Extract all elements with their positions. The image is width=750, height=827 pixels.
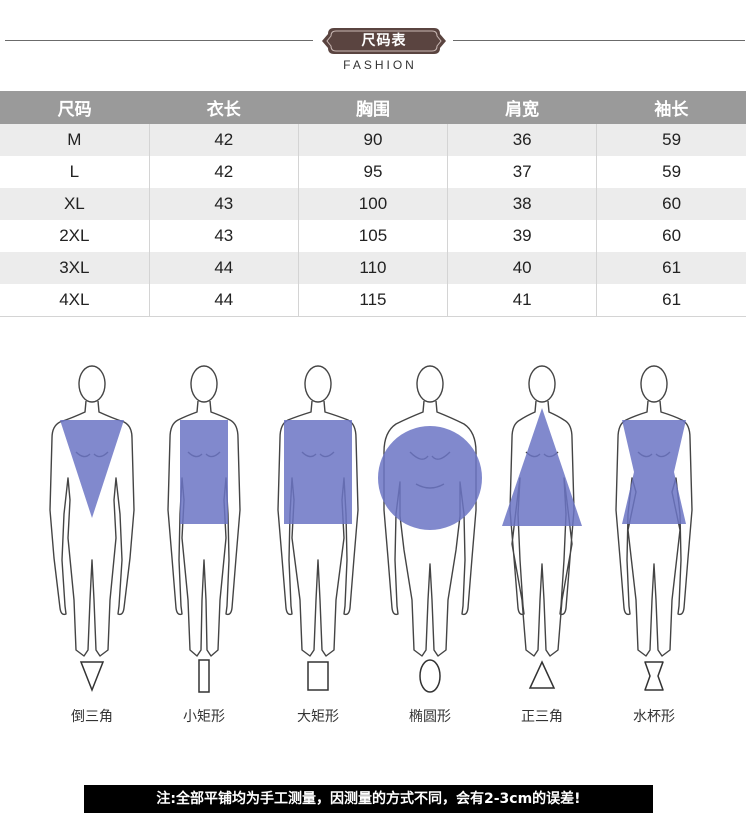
table-cell: 59 — [596, 124, 746, 156]
table-cell: 42 — [149, 124, 299, 156]
column-header-size: 尺码 — [0, 91, 150, 124]
table-cell: 36 — [447, 124, 598, 156]
table-cell: 2XL — [0, 220, 150, 252]
inverted-triangle-icon — [79, 661, 105, 693]
table-cell: 42 — [149, 156, 299, 188]
table-cell: 44 — [149, 252, 299, 284]
table-cell: 43 — [149, 188, 299, 220]
header-badge-title: 尺码表 — [361, 33, 407, 49]
table-cell: 39 — [447, 220, 598, 252]
table-cell: 59 — [596, 156, 746, 188]
table-cell: 60 — [596, 220, 746, 252]
table-cell: 100 — [298, 188, 449, 220]
body-shape-figures: 倒三角 小矩形 大矩形 — [0, 330, 750, 750]
table-row: 2XL 43 105 39 60 — [0, 220, 746, 252]
table-cell: XL — [0, 188, 150, 220]
body-shape-label: 大矩形 — [297, 709, 339, 725]
table-cell: M — [0, 124, 150, 156]
table-cell: 60 — [596, 188, 746, 220]
table-row: 4XL 44 115 41 61 — [0, 284, 746, 317]
table-cell: 110 — [298, 252, 449, 284]
body-shape-label: 椭圆形 — [409, 709, 451, 725]
table-cell: 40 — [447, 252, 598, 284]
oval-body-icon — [378, 365, 482, 657]
narrow-rectangle-body-icon — [167, 365, 241, 657]
table-cell: 90 — [298, 124, 449, 156]
triangle-icon — [528, 660, 556, 689]
table-cell: 115 — [298, 284, 449, 317]
table-cell: 3XL — [0, 252, 150, 284]
table-row: XL 43 100 38 60 — [0, 188, 746, 220]
hourglass-icon — [644, 661, 664, 691]
column-header-sleeve: 袖长 — [596, 91, 746, 124]
table-row: L 42 95 37 59 — [0, 156, 746, 188]
column-header-length: 衣长 — [149, 91, 299, 124]
column-header-chest: 胸围 — [298, 91, 448, 124]
size-table-header-row: 尺码 衣长 胸围 肩宽 袖长 — [0, 91, 746, 124]
body-shape-inverted-triangle: 倒三角 — [32, 330, 152, 750]
table-cell: 105 — [298, 220, 449, 252]
table-row: 3XL 44 110 40 61 — [0, 252, 746, 284]
table-cell: 61 — [596, 284, 746, 317]
table-cell: 41 — [447, 284, 598, 317]
table-cell: 38 — [447, 188, 598, 220]
size-table: 尺码 衣长 胸围 肩宽 袖长 M 42 90 36 59 L 42 95 37 … — [0, 91, 746, 317]
header-divider-right — [453, 40, 745, 41]
body-shape-label: 小矩形 — [183, 709, 225, 725]
header-divider-left — [5, 40, 313, 41]
wide-rectangle-icon — [307, 661, 329, 691]
ornate-badge-frame-icon — [322, 28, 446, 54]
table-cell: 61 — [596, 252, 746, 284]
triangle-body-icon — [502, 365, 582, 657]
body-shape-hourglass: 水杯形 — [594, 330, 714, 750]
oval-icon — [419, 659, 441, 693]
table-cell: L — [0, 156, 150, 188]
table-cell: 43 — [149, 220, 299, 252]
narrow-rectangle-icon — [198, 659, 210, 693]
header-subtitle: FASHION — [343, 58, 417, 72]
wide-rectangle-body-icon — [277, 365, 359, 657]
hourglass-body-icon — [615, 365, 693, 657]
table-cell: 95 — [298, 156, 449, 188]
inverted-triangle-body-icon — [49, 365, 135, 657]
body-shape-wide-rectangle: 大矩形 — [258, 330, 378, 750]
table-cell: 44 — [149, 284, 299, 317]
body-shape-label: 正三角 — [521, 709, 563, 725]
table-cell: 37 — [447, 156, 598, 188]
measurement-disclaimer: 注:全部平铺均为手工测量，因测量的方式不同，会有2-3cm的误差! — [84, 785, 653, 813]
body-shape-triangle: 正三角 — [482, 330, 602, 750]
body-shape-label: 倒三角 — [71, 709, 113, 725]
column-header-shoulder: 肩宽 — [447, 91, 597, 124]
body-shape-narrow-rectangle: 小矩形 — [144, 330, 264, 750]
table-row: M 42 90 36 59 — [0, 124, 746, 156]
body-shape-oval: 椭圆形 — [370, 330, 490, 750]
header-badge: 尺码表 — [322, 26, 446, 56]
body-shape-label: 水杯形 — [633, 709, 675, 725]
table-cell: 4XL — [0, 284, 150, 317]
